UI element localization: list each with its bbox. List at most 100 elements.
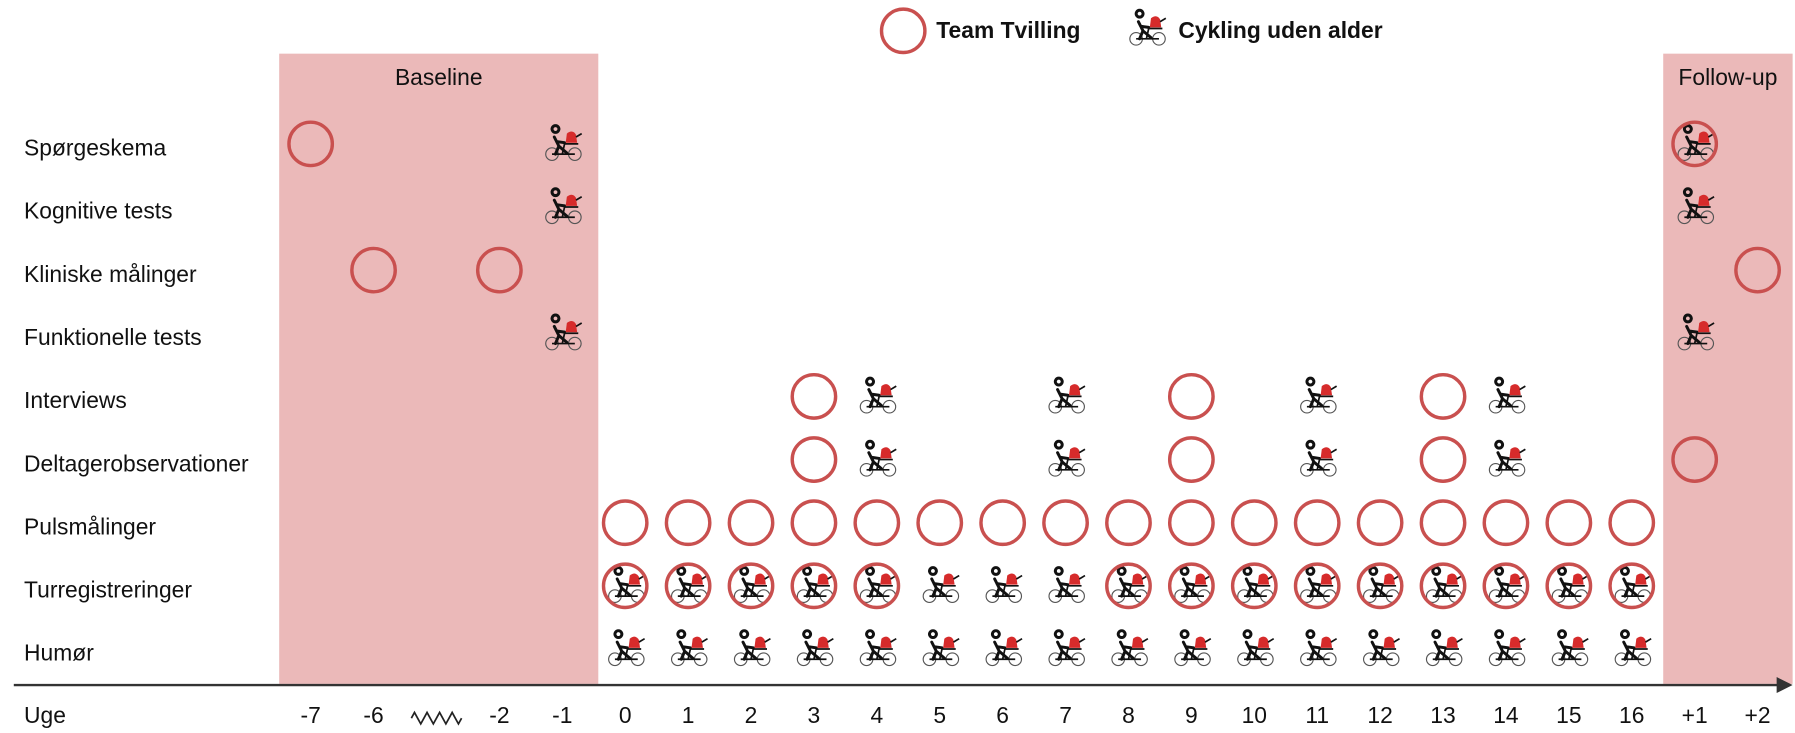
bike-passenger: [1698, 131, 1710, 143]
week-label: 3: [808, 702, 821, 728]
bike-frame: [1244, 584, 1271, 597]
bike-rider: [865, 566, 883, 598]
bike-passenger: [1320, 447, 1333, 459]
bike-passenger: [1509, 447, 1521, 459]
bike-icon: [922, 566, 960, 603]
phase-label: Baseline: [395, 64, 483, 90]
bike-frame: [992, 584, 1019, 597]
week-label: 5: [933, 702, 946, 728]
team-tvilling-circle: [1167, 373, 1215, 420]
bike-passenger: [1509, 573, 1521, 585]
bike-passenger: [565, 320, 578, 333]
bike-rider: [1683, 313, 1701, 346]
team-tvilling-circle: [601, 562, 649, 610]
team-tvilling-circle: [1105, 562, 1152, 610]
bike-rider: [1053, 376, 1072, 409]
bike-passenger: [1194, 636, 1207, 648]
bike-rider: [1431, 566, 1450, 598]
bike-icon: [1677, 313, 1715, 351]
bike-passenger: [754, 636, 766, 648]
bike-icon: [1488, 629, 1526, 667]
week-label: 10: [1242, 702, 1267, 728]
bike-rider: [550, 313, 569, 346]
bike-icon: [1614, 629, 1652, 667]
bike-icon: [1300, 566, 1338, 603]
bike-arm: [1078, 574, 1086, 580]
bike-arm: [1519, 448, 1526, 454]
bike-frame: [866, 395, 893, 408]
bike-icon: [1362, 629, 1400, 667]
phase-band: [279, 53, 599, 684]
team-tvilling-circle: [979, 499, 1027, 547]
bike-icon: [796, 566, 834, 603]
team-tvilling-circle: [1042, 499, 1089, 547]
bike-icon: [608, 566, 646, 603]
bike-rider: [1368, 629, 1387, 661]
team-tvilling-circle: [1419, 499, 1467, 547]
bike-arm: [1015, 574, 1023, 580]
team-tvilling-circle: [601, 499, 649, 547]
bike-rider: [1053, 566, 1072, 598]
bike-frame: [552, 206, 579, 219]
bike-rider: [1494, 629, 1512, 661]
bike-frame: [1432, 648, 1460, 661]
bike-arm: [953, 637, 960, 643]
bike-passenger: [1068, 384, 1081, 396]
bike-rider: [865, 629, 883, 661]
bike-passenger: [817, 636, 829, 648]
bike-icon: [1300, 629, 1338, 667]
team-tvilling-circle: [1545, 562, 1593, 610]
week-label: -2: [489, 702, 509, 728]
axis-label: Uge: [24, 702, 66, 728]
bike-icon: [1488, 439, 1526, 477]
bike-frame: [1055, 584, 1082, 597]
bike-frame: [614, 648, 642, 661]
bike-passenger: [1257, 636, 1270, 648]
team-tvilling-circle: [1671, 436, 1719, 483]
bike-icon: [859, 629, 897, 667]
bike-rider: [550, 124, 569, 156]
bike-icon: [985, 629, 1023, 667]
bike-arm: [575, 195, 583, 201]
bike-passenger: [1698, 320, 1710, 333]
team-tvilling-circle: [1293, 562, 1341, 610]
bike-passenger: [1572, 636, 1584, 648]
bike-frame: [1306, 395, 1334, 408]
team-tvilling-circle: [790, 499, 838, 547]
week-label: -1: [552, 702, 572, 728]
bike-frame: [1621, 584, 1648, 597]
bike-arm: [1707, 195, 1715, 201]
legend-label: Team Tvilling: [936, 17, 1080, 43]
bike-icon: [733, 566, 771, 603]
bike-rider: [1116, 629, 1135, 661]
bike-frame: [1621, 648, 1648, 661]
bike-frame: [1495, 584, 1522, 597]
legend-label: Cykling uden alder: [1178, 17, 1382, 43]
bike-icon: [859, 439, 897, 477]
bike-arm: [1456, 637, 1463, 643]
bike-arm: [1159, 17, 1167, 23]
week-label: 8: [1122, 702, 1135, 728]
bike-frame: [1495, 458, 1522, 471]
axis-arrow: [1776, 677, 1793, 694]
week-label: -6: [363, 702, 383, 728]
team-tvilling-circle: [1419, 562, 1467, 610]
bike-passenger: [1635, 573, 1647, 585]
bike-frame: [929, 584, 956, 597]
team-tvilling-circle: [1671, 120, 1719, 168]
bike-icon: [1300, 376, 1338, 414]
bike-icon: [1237, 566, 1275, 603]
bike-passenger: [880, 384, 892, 396]
bike-arm: [1582, 637, 1589, 643]
bike-passenger: [943, 636, 955, 648]
week-label: 11: [1305, 702, 1329, 728]
bike-passenger: [565, 131, 578, 143]
bike-icon: [1425, 566, 1463, 603]
team-tvilling-circle: [853, 499, 901, 547]
bike-icon: [670, 566, 708, 603]
phases: Baseline Follow-up: [279, 53, 1793, 684]
team-tvilling-circle: [1356, 562, 1404, 610]
phase-label: Follow-up: [1678, 64, 1777, 90]
bike-icon: [1488, 376, 1526, 414]
bike-frame: [1181, 584, 1208, 597]
